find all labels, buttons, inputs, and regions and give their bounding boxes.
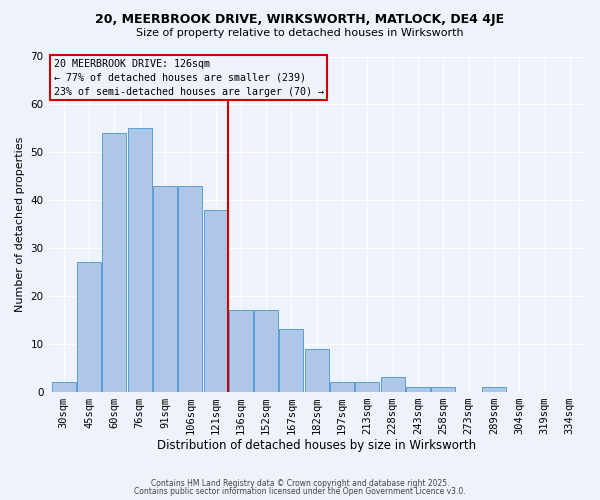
X-axis label: Distribution of detached houses by size in Wirksworth: Distribution of detached houses by size … — [157, 440, 476, 452]
Bar — [355, 382, 379, 392]
Bar — [52, 382, 76, 392]
Text: Contains public sector information licensed under the Open Government Licence v3: Contains public sector information licen… — [134, 487, 466, 496]
Bar — [103, 133, 127, 392]
Bar — [128, 128, 152, 392]
Text: Contains HM Land Registry data © Crown copyright and database right 2025.: Contains HM Land Registry data © Crown c… — [151, 478, 449, 488]
Bar — [203, 210, 227, 392]
Text: 20 MEERBROOK DRIVE: 126sqm
← 77% of detached houses are smaller (239)
23% of sem: 20 MEERBROOK DRIVE: 126sqm ← 77% of deta… — [53, 59, 323, 97]
Bar — [229, 310, 253, 392]
Bar — [431, 387, 455, 392]
Bar — [153, 186, 177, 392]
Bar — [280, 330, 304, 392]
Text: 20, MEERBROOK DRIVE, WIRKSWORTH, MATLOCK, DE4 4JE: 20, MEERBROOK DRIVE, WIRKSWORTH, MATLOCK… — [95, 12, 505, 26]
Bar — [380, 377, 405, 392]
Bar — [330, 382, 354, 392]
Y-axis label: Number of detached properties: Number of detached properties — [15, 136, 25, 312]
Bar — [77, 262, 101, 392]
Bar — [254, 310, 278, 392]
Bar — [406, 387, 430, 392]
Bar — [482, 387, 506, 392]
Bar — [178, 186, 202, 392]
Bar — [305, 348, 329, 392]
Text: Size of property relative to detached houses in Wirksworth: Size of property relative to detached ho… — [136, 28, 464, 38]
